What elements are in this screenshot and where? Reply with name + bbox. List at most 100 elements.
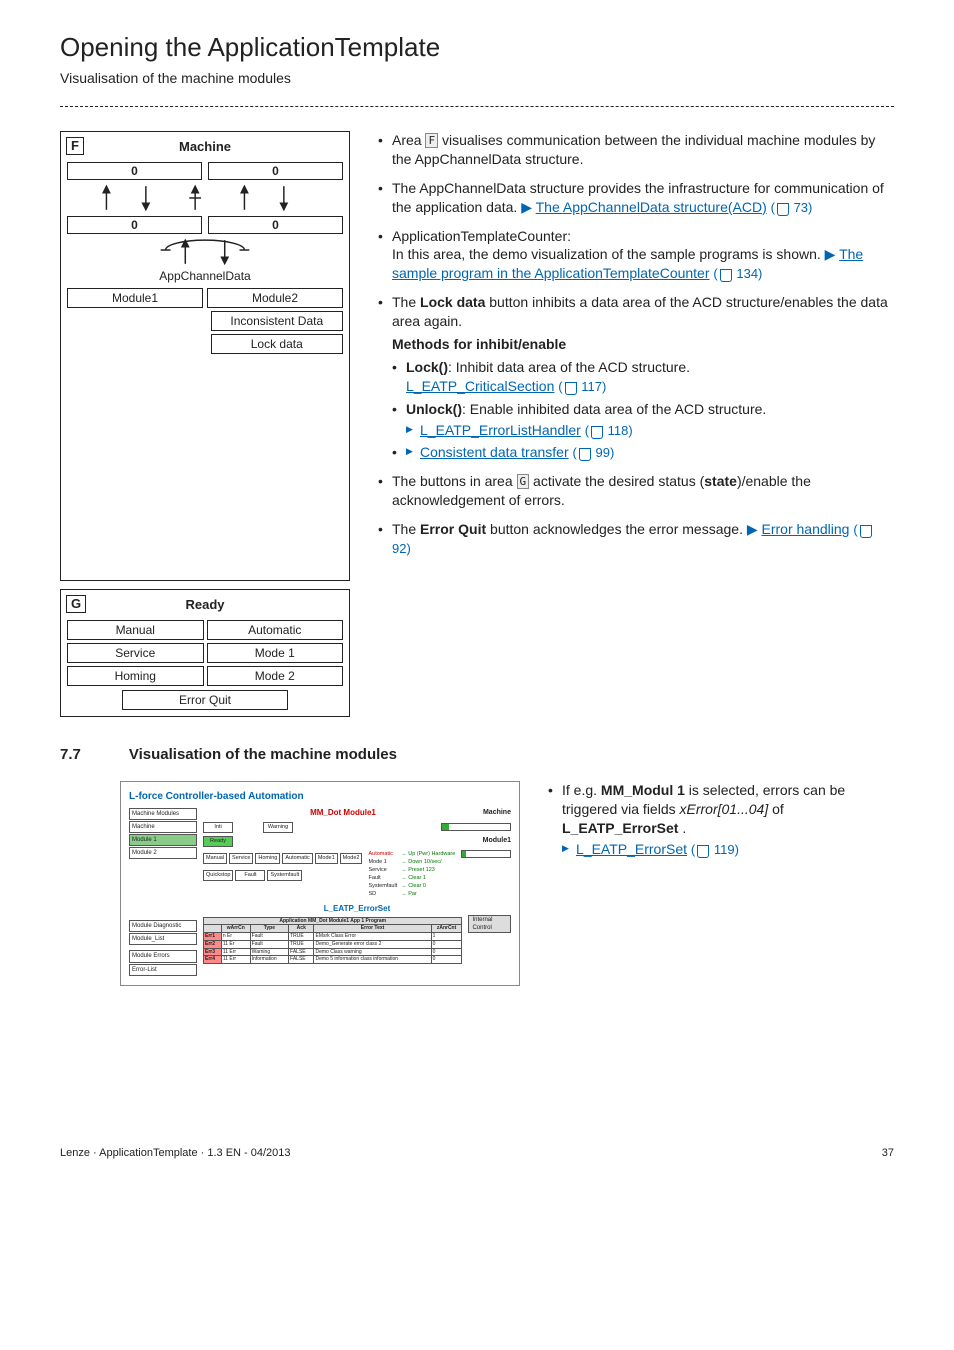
- meter-right-1: 0: [208, 162, 343, 180]
- page-footer: Lenze · ApplicationTemplate · 1.3 EN - 0…: [60, 1146, 894, 1161]
- tab-homing[interactable]: Homing: [255, 853, 280, 864]
- consistent-transfer-link[interactable]: Consistent data transfer: [420, 444, 569, 460]
- mode2-button[interactable]: Mode 2: [207, 666, 344, 686]
- module1-box: Module1: [67, 288, 203, 308]
- lower-bullet-mm1: If e.g. MM_Modul 1 is selected, errors c…: [548, 781, 894, 859]
- book-icon: [720, 269, 732, 279]
- tab-automatic[interactable]: Automatic: [282, 853, 312, 864]
- side-machine-modules[interactable]: Machine Modules: [129, 808, 197, 820]
- automatic-button[interactable]: Automatic: [207, 620, 344, 640]
- diag-brand: L-force Controller-based Automation: [129, 790, 511, 804]
- systemfault-button[interactable]: Systemfault: [267, 870, 302, 881]
- side-module-errors[interactable]: Module Errors: [129, 950, 197, 962]
- table-row: Err311 ErrWarningFALSEDemo Class warning…: [204, 948, 462, 956]
- homing-button[interactable]: Homing: [67, 666, 204, 686]
- diag-machine-label: Machine: [483, 808, 511, 817]
- letter-g-icon: G: [517, 474, 530, 489]
- internal-control-button[interactable]: Internal Control: [468, 915, 511, 933]
- book-icon: [579, 448, 591, 458]
- arrows-top: [67, 182, 343, 212]
- consistent-transfer-row: Consistent data transfer ( 99): [406, 443, 894, 462]
- meter-left-1: 0: [67, 162, 202, 180]
- footer-left: Lenze · ApplicationTemplate · 1.3 EN - 0…: [60, 1146, 291, 1161]
- side-machine[interactable]: Machine: [129, 821, 197, 833]
- side-module1[interactable]: Module 1: [129, 834, 197, 846]
- section-heading: 7.7 Visualisation of the machine modules: [60, 745, 894, 765]
- lower-two-column: L-force Controller-based Automation Mach…: [60, 781, 894, 985]
- table-app-header: Application MM_Dot Module1 App 1 Program: [204, 917, 462, 925]
- tab-mode1[interactable]: Mode1: [315, 853, 338, 864]
- lower-description: If e.g. MM_Modul 1 is selected, errors c…: [548, 781, 894, 869]
- bullet-template-counter: ApplicationTemplateCounter: In this area…: [378, 227, 894, 284]
- module2-box: Module2: [207, 288, 343, 308]
- diag-main: MM_Dot Module1 Machine Inti Warning Read…: [203, 808, 511, 977]
- machine-meter: [441, 823, 511, 831]
- diagnostic-figure: L-force Controller-based Automation Mach…: [120, 781, 520, 985]
- manual-button[interactable]: Manual: [67, 620, 204, 640]
- figure-g-title: Ready: [67, 596, 343, 614]
- dashed-rule: [60, 106, 894, 107]
- quickstop-button[interactable]: Quickstop: [203, 870, 233, 881]
- inti-button[interactable]: Inti: [203, 822, 233, 833]
- diagnostic-figure-wrap: L-force Controller-based Automation Mach…: [60, 781, 520, 985]
- figure-f-panel: F Machine 0 0: [60, 131, 350, 581]
- side-error-list[interactable]: Error-List: [129, 964, 197, 976]
- module1-small-label: Module1: [483, 836, 511, 847]
- ready-button[interactable]: Ready: [203, 836, 233, 847]
- errorlisthandler-row: L_EATP_ErrorListHandler ( 118): [406, 421, 894, 440]
- upper-two-column: F Machine 0 0: [60, 131, 894, 717]
- table-row: Err1n ErFaultTRUEEMsrk Class Error1: [204, 933, 462, 941]
- errorlisthandler-link[interactable]: L_EATP_ErrorListHandler: [420, 422, 581, 438]
- errorset-title: L_EATP_ErrorSet: [203, 904, 511, 915]
- appchanneldata-label: AppChannelData: [67, 268, 343, 284]
- errorset-link[interactable]: L_EATP_ErrorSet: [576, 841, 687, 857]
- errorset-link-row: L_EATP_ErrorSet ( 119): [562, 840, 894, 859]
- lock-data-box: Lock data: [211, 334, 343, 354]
- warning-button[interactable]: Warning: [263, 822, 293, 833]
- description-column: Area F visualises communication between …: [378, 131, 894, 568]
- section-number: 7.7: [60, 745, 81, 765]
- page-subtitle: Visualisation of the machine modules: [60, 69, 894, 88]
- side-module-list[interactable]: Module_List: [129, 933, 197, 945]
- sub-lock: Lock(): Inhibit data area of the ACD str…: [392, 358, 894, 396]
- bullet-appchanneldata: The AppChannelData structure provides th…: [378, 179, 894, 217]
- table-row: Err211 ErFaultTRUEDemo_Generate error cl…: [204, 940, 462, 948]
- section-title: Visualisation of the machine modules: [129, 745, 397, 765]
- diag-sidebar: Machine Modules Machine Module 1 Module …: [129, 808, 197, 977]
- meter-right-2: 0: [208, 216, 343, 234]
- book-icon: [777, 203, 789, 213]
- diag-mm-title: MM_Dot Module1: [310, 808, 376, 819]
- book-icon: [565, 382, 577, 392]
- state-notes: → Up (Pwr) Hardware → Down 10/sec/ → Pre…: [401, 850, 455, 898]
- arrows-mid: [67, 236, 343, 266]
- table-row: Err411 ErrInformationFALSEDemo 5 informa…: [204, 956, 462, 964]
- figure-g-panel: G Ready Manual Automatic Service Mode 1 …: [60, 589, 350, 717]
- error-table: Application MM_Dot Module1 App 1 Program…: [203, 917, 462, 965]
- bullet-lock-data: The Lock data button inhibits a data are…: [378, 293, 894, 462]
- book-icon: [591, 426, 603, 436]
- service-button[interactable]: Service: [67, 643, 204, 663]
- tab-mode2[interactable]: Mode2: [340, 853, 363, 864]
- error-quit-button[interactable]: Error Quit: [122, 690, 288, 710]
- fault-button[interactable]: Fault: [235, 870, 265, 881]
- appchanneldata-link[interactable]: The AppChannelData structure(ACD): [536, 199, 767, 215]
- state-list: Automatic Mode 1 Service Fault Systemfau…: [368, 850, 397, 898]
- error-handling-link[interactable]: Error handling: [762, 521, 850, 537]
- module1-meter: [461, 850, 511, 858]
- tab-service[interactable]: Service: [229, 853, 253, 864]
- page-title: Opening the ApplicationTemplate: [60, 30, 894, 65]
- book-icon: [697, 845, 709, 855]
- methods-heading: Methods for inhibit/enable: [392, 335, 894, 354]
- tab-manual[interactable]: Manual: [203, 853, 227, 864]
- bullet-error-quit: The Error Quit button acknowledges the e…: [378, 520, 894, 558]
- side-module2[interactable]: Module 2: [129, 847, 197, 859]
- figure-f-tag: F: [66, 137, 84, 155]
- footer-page-number: 37: [882, 1146, 894, 1161]
- critical-section-link[interactable]: L_EATP_CriticalSection: [406, 378, 554, 394]
- inconsistent-data-box: Inconsistent Data: [211, 311, 343, 331]
- side-module-diagnostic[interactable]: Module Diagnostic: [129, 920, 197, 932]
- mode1-button[interactable]: Mode 1: [207, 643, 344, 663]
- sub-consistent: Consistent data transfer ( 99): [392, 443, 894, 462]
- sub-unlock: Unlock(): Enable inhibited data area of …: [392, 400, 894, 440]
- meter-left-2: 0: [67, 216, 202, 234]
